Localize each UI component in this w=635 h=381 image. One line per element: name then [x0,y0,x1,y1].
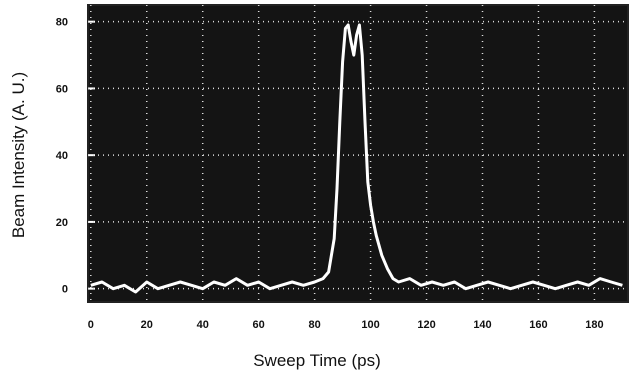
x-tick-label: 80 [309,319,321,331]
x-tick-label: 40 [197,319,209,331]
x-axis-label: Sweep Time (ps) [253,351,381,370]
chart: Sweep Time (ps) Beam Intensity (A. U.) 0… [0,0,635,376]
y-tick-label: 0 [62,284,68,296]
x-tick-label: 60 [253,319,265,331]
y-tick-label: 60 [56,83,68,95]
x-tick-label: 0 [88,319,94,331]
y-axis-label: Beam Intensity (A. U.) [9,72,28,238]
plot-area [88,5,628,302]
x-tick-label: 160 [529,319,547,331]
x-tick-label: 20 [141,319,153,331]
x-tick-label: 180 [585,319,603,331]
y-tick-label: 40 [56,150,68,162]
y-tick-label: 20 [56,217,68,229]
y-tick-label: 80 [56,17,68,29]
x-tick-label: 140 [473,319,491,331]
x-tick-label: 100 [361,319,379,331]
x-tick-label: 120 [417,319,435,331]
